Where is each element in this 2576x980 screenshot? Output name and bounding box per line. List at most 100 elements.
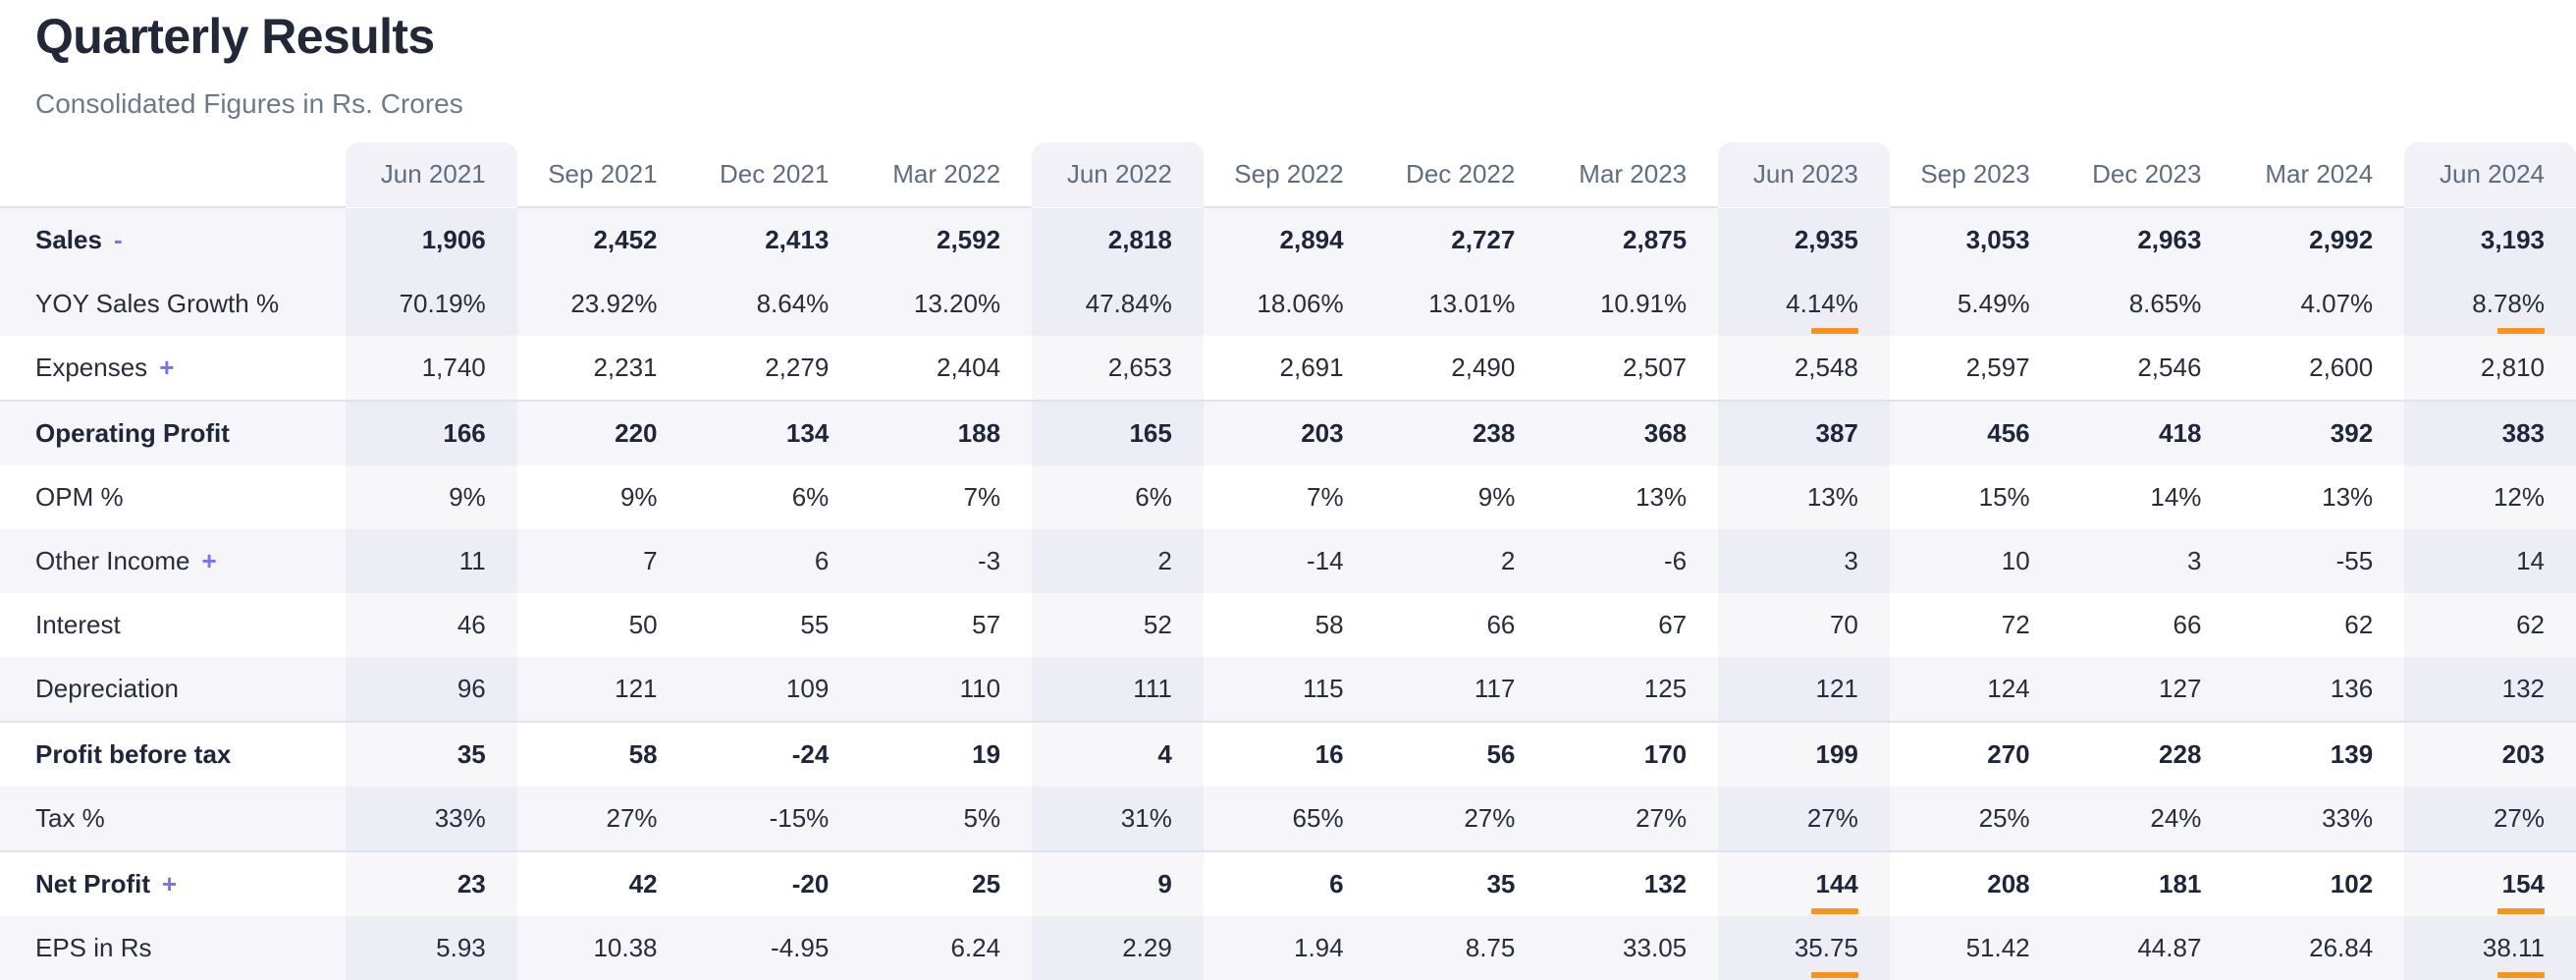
cell-value: -55 (2335, 546, 2374, 575)
cell-value: 7% (963, 482, 1001, 512)
cell-interest-jun-2021: 46 (346, 593, 517, 657)
cell-tax-sep-2023: 25% (1890, 787, 2062, 851)
cell-value: 9 (1157, 869, 1172, 898)
cell-net-profit-jun-2023: 144 (1718, 850, 1890, 916)
cell-opm-dec-2021: 6% (689, 465, 861, 529)
column-header-row: Jun 2021 Sep 2021 Dec 2021 Mar 2022 Jun 2022… (0, 142, 2576, 208)
cell-interest-dec-2021: 55 (689, 593, 861, 657)
cell-value: 124 (1987, 674, 2030, 703)
cell-value: 2 (1500, 546, 1516, 575)
cell-interest-mar-2024: 62 (2232, 593, 2404, 657)
cell-value: 203 (1301, 418, 1344, 448)
cell-operating-profit-mar-2022: 188 (860, 400, 1033, 465)
cell-interest-sep-2022: 58 (1204, 593, 1375, 657)
cell-value: 6 (1329, 869, 1344, 898)
highlight-underline (1810, 328, 1858, 334)
row-label-text: Net Profit (35, 869, 150, 898)
cell-value: 2,231 (593, 353, 658, 382)
cell-value: 47.84% (1085, 289, 1172, 318)
cell-opm-mar-2022: 7% (860, 465, 1032, 529)
cell-value: -3 (977, 546, 1001, 575)
cell-profit-before-tax-mar-2023: 170 (1546, 721, 1719, 787)
cell-value: 2,548 (1794, 353, 1858, 382)
expenses-expand-button[interactable]: + (159, 353, 175, 382)
highlight-underline (1810, 972, 1858, 978)
net-profit-expand-button[interactable]: + (162, 869, 178, 898)
cell-value: 2,818 (1107, 225, 1172, 254)
column-header-jun-2024: Jun 2024 (2404, 142, 2576, 207)
page-title: Quarterly Results (35, 9, 435, 64)
cell-profit-before-tax-mar-2022: 19 (860, 721, 1033, 787)
cell-value: 2,597 (1965, 353, 2030, 382)
cell-value: 14 (2516, 546, 2545, 575)
cell-value: 14% (2150, 482, 2202, 512)
cell-value: 72 (2001, 610, 2030, 639)
cell-value: 2,592 (936, 225, 1001, 254)
cell-value: 27% (1464, 803, 1516, 833)
cell-value: 57 (972, 610, 1001, 639)
cell-tax-sep-2021: 27% (517, 787, 689, 851)
sales-collapse-button[interactable]: - (113, 225, 123, 254)
cell-value: 132 (2501, 674, 2545, 703)
cell-value: 27% (1636, 803, 1688, 833)
cell-expenses-sep-2023: 2,597 (1890, 336, 2062, 401)
cell-value: 3,193 (2480, 225, 2545, 254)
cell-opm-jun-2024: 12% (2404, 465, 2576, 529)
cell-sales-jun-2023: 2,935 (1718, 206, 1890, 272)
cell-value: 50 (628, 610, 658, 639)
cell-yoy-sales-growth-jun-2024: 8.78% (2404, 272, 2576, 336)
cell-depreciation-dec-2022: 117 (1375, 657, 1547, 722)
cell-value: 13% (1806, 482, 1858, 512)
cell-value: 19 (972, 739, 1001, 769)
cell-value: 121 (1815, 674, 1858, 703)
cell-value: 65% (1292, 803, 1344, 833)
cell-tax-mar-2023: 27% (1546, 787, 1718, 851)
row-tax: Tax % 33% 27% -15% 5% 31% 65% 27% 27% 27% 25% 24% 33… (0, 787, 2576, 851)
cell-value: 8.65% (2128, 289, 2202, 318)
cell-value: 2,279 (765, 353, 830, 382)
row-opm: OPM % 9% 9% 6% 7% 6% 7% 9% 13% 13% 15% 14% 13% 12% (0, 465, 2576, 529)
row-label-eps-in-rs: EPS in Rs (0, 916, 346, 980)
cell-eps-in-rs-dec-2022: 8.75 (1375, 916, 1547, 980)
cell-value: 9% (449, 482, 486, 512)
cell-value: 134 (785, 418, 830, 448)
cell-sales-dec-2021: 2,413 (688, 206, 861, 272)
cell-value: 132 (1643, 869, 1688, 898)
cell-expenses-dec-2023: 2,546 (2062, 336, 2233, 401)
cell-operating-profit-mar-2024: 392 (2232, 400, 2405, 465)
cell-value: 12% (2493, 482, 2545, 512)
cell-yoy-sales-growth-sep-2022: 18.06% (1204, 272, 1375, 336)
cell-value: 2,875 (1623, 225, 1688, 254)
cell-operating-profit-mar-2023: 368 (1546, 400, 1719, 465)
row-label-text: Profit before tax (35, 739, 232, 769)
cell-sales-sep-2022: 2,894 (1203, 206, 1375, 272)
cell-value: 66 (2173, 610, 2202, 639)
column-header-mar-2023: Mar 2023 (1546, 142, 1719, 208)
cell-value: 27% (606, 803, 658, 833)
cell-yoy-sales-growth-sep-2023: 5.49% (1890, 272, 2062, 336)
cell-opm-sep-2023: 15% (1890, 465, 2062, 529)
cell-value: 102 (2330, 869, 2374, 898)
cell-expenses-jun-2023: 2,548 (1718, 336, 1890, 401)
cell-eps-in-rs-jun-2023: 35.75 (1718, 916, 1890, 980)
cell-net-profit-jun-2022: 9 (1032, 850, 1204, 916)
cell-expenses-dec-2022: 2,490 (1375, 336, 1547, 401)
cell-value: 6% (1135, 482, 1172, 512)
cell-value: 2,810 (2480, 353, 2545, 382)
cell-value: 115 (1303, 674, 1344, 703)
cell-value: 2,413 (765, 225, 830, 254)
cell-opm-jun-2023: 13% (1718, 465, 1890, 529)
cell-yoy-sales-growth-mar-2023: 10.91% (1546, 272, 1718, 336)
cell-value: 9% (1477, 482, 1516, 512)
row-label-text: Operating Profit (35, 418, 230, 448)
cell-value: 165 (1129, 418, 1172, 448)
cell-value: 67 (1658, 610, 1688, 639)
column-header-sep-2021: Sep 2021 (516, 142, 689, 208)
other-income-expand-button[interactable]: + (201, 546, 217, 575)
cell-eps-in-rs-sep-2021: 10.38 (517, 916, 689, 980)
cell-value: 11 (458, 546, 486, 575)
column-header-jun-2022: Jun 2022 (1032, 142, 1204, 207)
cell-value: 27% (1806, 803, 1858, 833)
cell-value: 4.14% (1786, 289, 1858, 318)
cell-depreciation-dec-2023: 127 (2062, 657, 2233, 722)
